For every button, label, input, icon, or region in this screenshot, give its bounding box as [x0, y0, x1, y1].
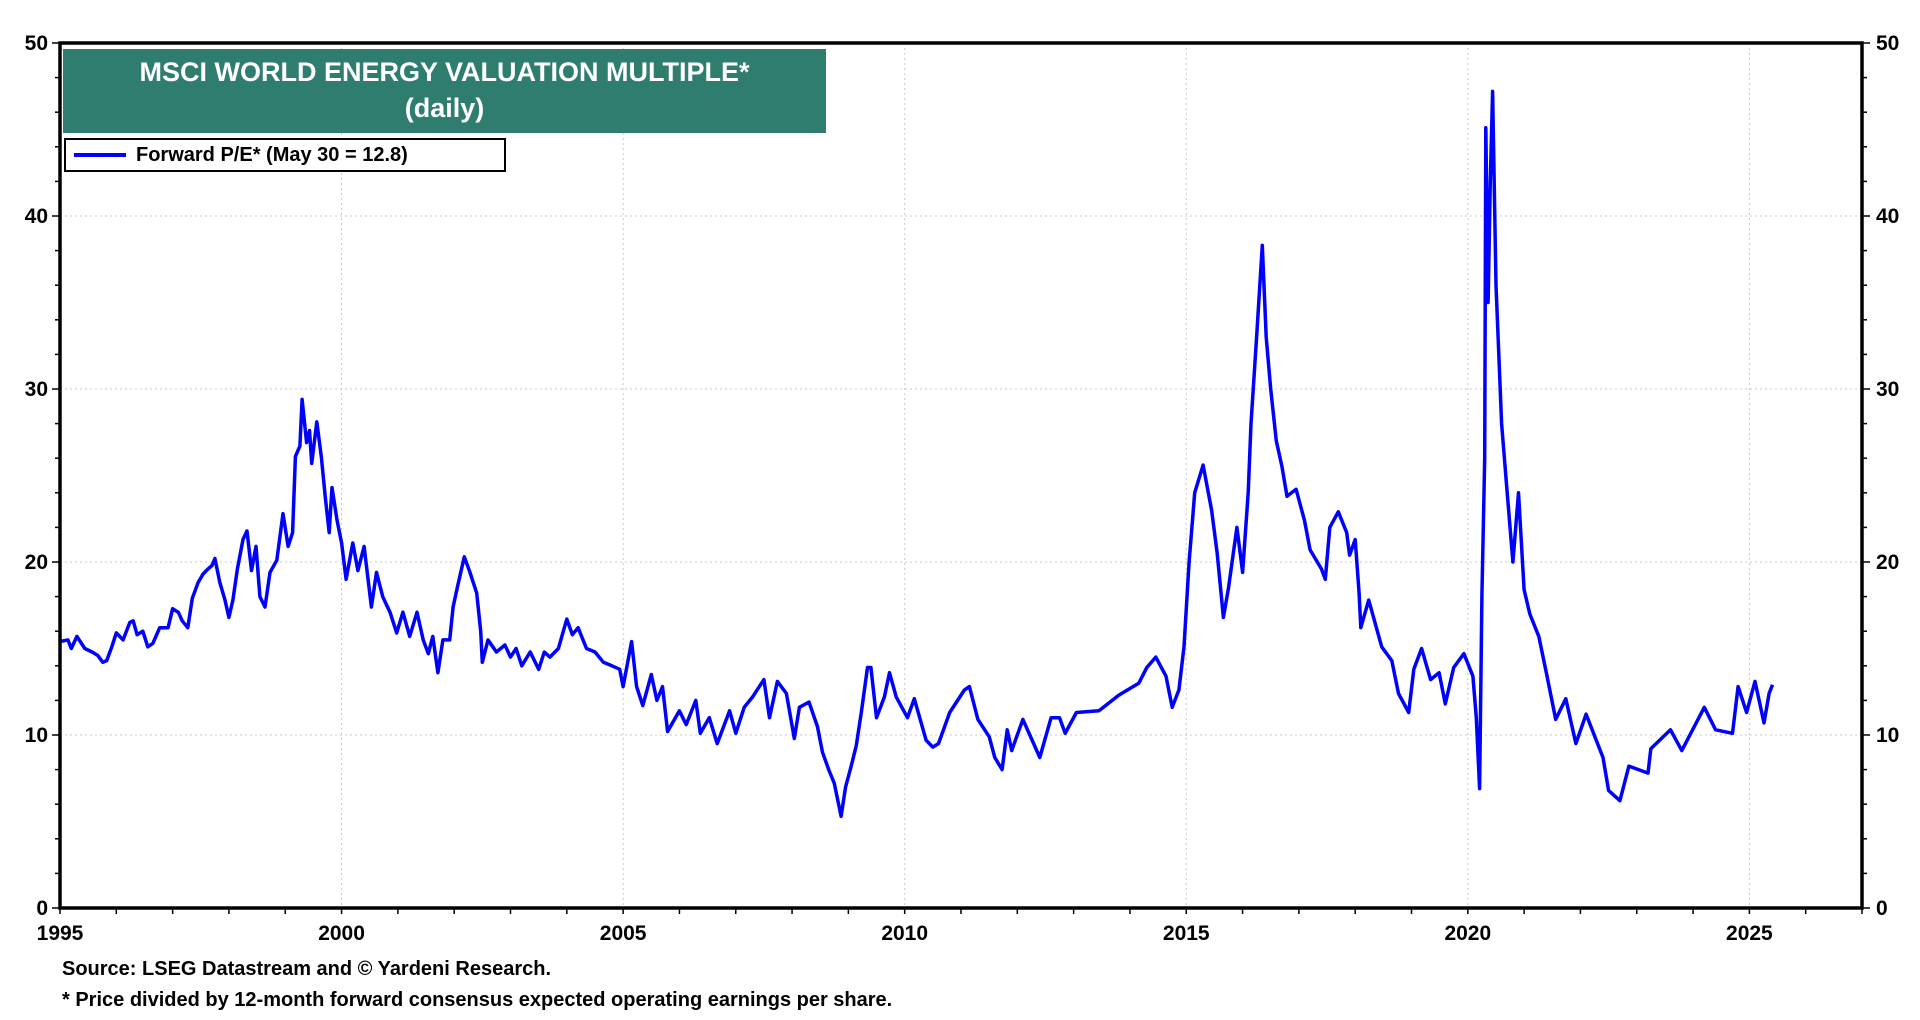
y-tick-label-right: 50: [1876, 32, 1899, 55]
legend-swatch: [74, 153, 126, 157]
y-tick-label-left: 50: [25, 32, 48, 55]
y-tick-label-right: 30: [1876, 378, 1899, 401]
chart-title-line1: MSCI WORLD ENERGY VALUATION MULTIPLE*: [139, 57, 750, 87]
y-tick-label-left: 20: [25, 551, 48, 574]
axes: [58, 41, 1864, 910]
grid: [60, 43, 1862, 908]
y-tick-label-left: 10: [25, 724, 48, 747]
x-tick-label: 2005: [600, 922, 647, 945]
x-tick-label: 2000: [318, 922, 365, 945]
plot-frame: [58, 41, 1864, 910]
y-tick-label-left: 30: [25, 378, 48, 401]
x-tick-label: 1995: [37, 922, 84, 945]
source-note: Source: LSEG Datastream and © Yardeni Re…: [62, 958, 552, 980]
x-tick-label: 2020: [1444, 922, 1491, 945]
y-tick-label-right: 10: [1876, 724, 1899, 747]
chart-subtitle: (daily): [404, 93, 485, 123]
legend: Forward P/E* (May 30 = 12.8): [64, 138, 506, 172]
y-tick-label-right: 20: [1876, 551, 1899, 574]
ticks: [52, 42, 1870, 914]
chart-title: MSCI WORLD ENERGY VALUATION MULTIPLE* (d…: [63, 49, 826, 133]
x-tick-label: 2015: [1163, 922, 1210, 945]
y-tick-label-right: 0: [1876, 897, 1888, 920]
footnote: * Price divided by 12-month forward cons…: [62, 989, 893, 1011]
series-line: [59, 89, 1775, 819]
y-tick-label-right: 40: [1876, 205, 1899, 228]
y-tick-label-left: 40: [25, 205, 48, 228]
x-tick-label: 2010: [881, 922, 928, 945]
x-tick-label: 2025: [1726, 922, 1773, 945]
series-group: [59, 89, 1775, 819]
y-tick-label-left: 0: [36, 897, 48, 920]
legend-label: Forward P/E* (May 30 = 12.8): [136, 143, 408, 166]
